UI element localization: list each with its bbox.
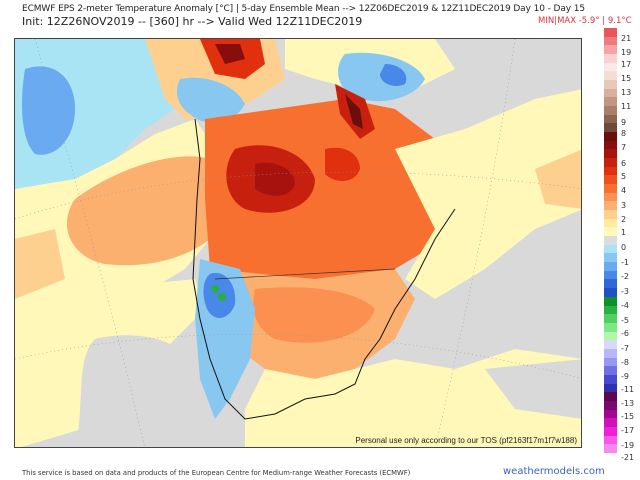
- legend-swatch: [604, 114, 617, 124]
- legend-label: 2: [621, 214, 627, 224]
- legend-swatch: [604, 270, 617, 280]
- legend-label: -9: [621, 371, 629, 381]
- legend-swatch: [604, 435, 617, 445]
- legend-swatch: [604, 279, 617, 289]
- legend-swatch: [604, 158, 617, 167]
- legend-swatch: [604, 314, 617, 323]
- min-max-readout: MIN|MAX -5.9° | 9.1°C: [538, 16, 632, 26]
- brand-link[interactable]: weathermodels.com: [503, 466, 605, 477]
- legend-label: -11: [621, 384, 635, 394]
- legend-swatch: [604, 132, 617, 141]
- legend-swatch: [604, 262, 617, 271]
- legend-swatch: [604, 392, 617, 401]
- legend-label: 11: [621, 102, 632, 112]
- legend-label: 5: [621, 172, 627, 182]
- legend-swatch: [604, 357, 617, 367]
- legend-label: 13: [621, 87, 632, 97]
- legend-swatch: [604, 88, 617, 98]
- legend-swatch: [604, 296, 617, 306]
- legend-swatch: [604, 106, 617, 115]
- legend-swatch: [604, 366, 617, 375]
- legend-swatch: [604, 192, 617, 202]
- legend-label: -19: [621, 440, 635, 450]
- legend-swatch: [604, 71, 617, 81]
- legend-label: -17: [621, 426, 635, 436]
- color-scale-legend: [604, 28, 617, 453]
- legend-label: -3: [621, 286, 629, 296]
- legend-label: 4: [621, 185, 627, 195]
- legend-swatch: [604, 140, 617, 150]
- legend-swatch: [604, 374, 617, 384]
- legend-swatch: [604, 444, 617, 453]
- temperature-anomaly-map: Personal use only according to our TOS (…: [14, 38, 582, 448]
- map-title: ECMWF EPS 2-meter Temperature Anomaly [°…: [22, 4, 585, 14]
- legend-label: 21: [621, 34, 632, 44]
- legend-label: 9: [621, 117, 627, 127]
- tos-notice: Personal use only according to our TOS (…: [355, 436, 577, 445]
- legend-label: -5: [621, 315, 629, 325]
- legend-swatch: [604, 149, 617, 159]
- legend-swatch: [604, 218, 617, 228]
- legend-swatch: [604, 236, 617, 245]
- legend-swatch: [604, 340, 617, 349]
- legend-swatch: [604, 175, 617, 185]
- legend-swatch: [604, 322, 617, 332]
- legend-swatch: [604, 45, 617, 55]
- legend-swatch: [604, 184, 617, 193]
- legend-swatch: [604, 253, 617, 263]
- legend-label: 17: [621, 59, 632, 69]
- legend-swatch: [604, 227, 617, 237]
- legend-label: -4: [621, 301, 629, 311]
- legend-swatch: [604, 383, 617, 393]
- legend-label: -2: [621, 271, 629, 281]
- legend-swatch: [604, 36, 617, 46]
- legend-label: 6: [621, 158, 627, 168]
- legend-label: 3: [621, 201, 627, 211]
- legend-label: 15: [621, 74, 632, 84]
- anomaly-field: [15, 39, 581, 447]
- legend-label: -15: [621, 412, 635, 422]
- legend-swatch: [604, 288, 617, 297]
- legend-swatch: [604, 80, 617, 89]
- legend-label: -1: [621, 257, 629, 267]
- legend-swatch: [604, 166, 617, 176]
- legend-swatch: [604, 400, 617, 410]
- legend-label: 7: [621, 143, 627, 153]
- legend-swatch: [604, 331, 617, 341]
- legend-swatch: [604, 409, 617, 419]
- legend-swatch: [604, 244, 617, 254]
- legend-label: -7: [621, 343, 629, 353]
- legend-swatch: [604, 62, 617, 72]
- legend-swatch: [604, 418, 617, 427]
- legend-swatch: [604, 97, 617, 107]
- legend-label: -6: [621, 329, 629, 339]
- legend-label: 8: [621, 128, 627, 138]
- legend-label: -13: [621, 399, 635, 409]
- legend-swatch: [604, 305, 617, 315]
- legend-swatch: [604, 348, 617, 358]
- legend-swatch: [604, 426, 617, 436]
- legend-swatch: [604, 210, 617, 219]
- ecmwf-attribution: This service is based on data and produc…: [22, 469, 411, 477]
- legend-swatch: [604, 54, 617, 63]
- legend-label: -8: [621, 358, 629, 368]
- legend-label: 1: [621, 228, 627, 238]
- legend-label: 0: [621, 242, 627, 252]
- init-valid-line: Init: 12Z26NOV2019 -- [360] hr --> Valid…: [22, 15, 363, 28]
- legend-label: 19: [621, 47, 632, 57]
- legend-label: -21: [621, 453, 635, 462]
- legend-swatch: [604, 123, 617, 133]
- legend-swatch: [604, 201, 617, 211]
- legend-swatch: [604, 28, 617, 37]
